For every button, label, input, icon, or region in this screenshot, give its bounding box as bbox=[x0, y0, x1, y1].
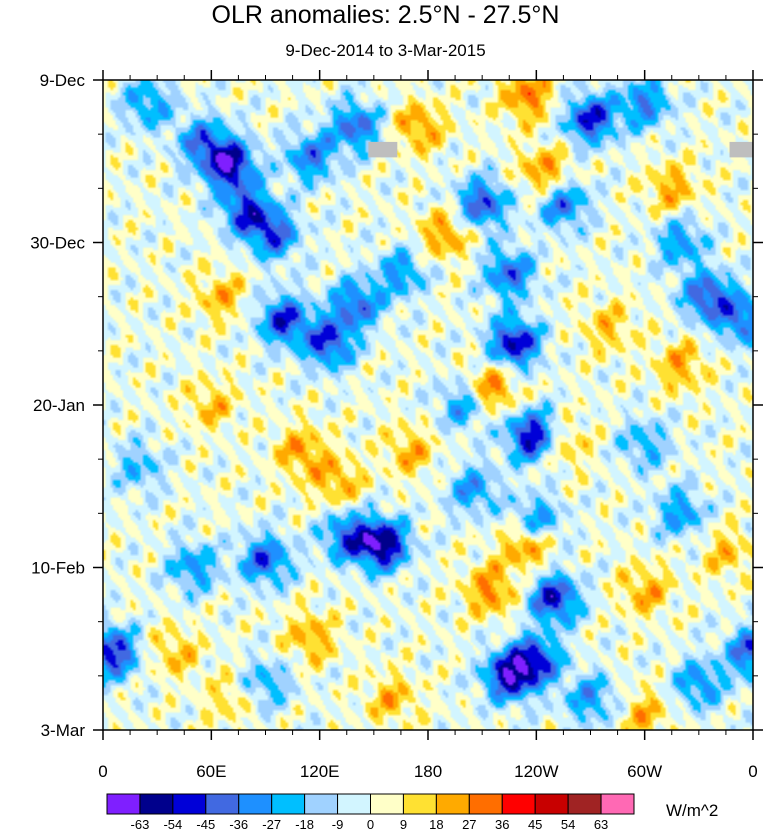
colorbar-swatch bbox=[567, 793, 602, 815]
colorbar-swatch bbox=[106, 793, 141, 815]
colorbar-tick-label: 9 bbox=[400, 817, 407, 830]
x-tick-label: 120E bbox=[300, 762, 340, 781]
colorbar-tick-label: 18 bbox=[429, 817, 443, 830]
colorbar-tick-label: -54 bbox=[163, 817, 182, 830]
chart-subtitle: 9-Dec-2014 to 3-Mar-2015 bbox=[285, 41, 486, 60]
colorbar-swatch bbox=[370, 793, 404, 815]
colorbar-swatch bbox=[600, 793, 635, 815]
heatmap-area bbox=[103, 80, 753, 730]
colorbar-swatch bbox=[304, 793, 339, 815]
x-tick-label: 0 bbox=[98, 762, 107, 781]
x-tick-label: 180 bbox=[414, 762, 442, 781]
colorbar-tick-label: 36 bbox=[495, 817, 509, 830]
missing-data-patch bbox=[368, 141, 398, 158]
colorbar-tick-label: 0 bbox=[367, 817, 374, 830]
colorbar-tick-label: 54 bbox=[561, 817, 575, 830]
colorbar-swatch bbox=[468, 793, 503, 815]
y-tick-label: 20-Jan bbox=[33, 396, 85, 415]
colorbar-tick-label: 63 bbox=[594, 817, 608, 830]
olr-anomaly-field bbox=[103, 80, 753, 730]
colorbar: -63 -54 -45 -36 -27 -18 -9 0 9 18 27 36 45 54 63 bbox=[106, 793, 635, 830]
y-tick-label: 10-Feb bbox=[31, 559, 85, 578]
colorbar-tick-label: -18 bbox=[295, 817, 314, 830]
y-tick-label: 30-Dec bbox=[30, 234, 85, 253]
colorbar-tick-label: -63 bbox=[131, 817, 150, 830]
colorbar-tick-label: -36 bbox=[229, 817, 248, 830]
missing-data-patch bbox=[729, 141, 753, 158]
colorbar-swatch bbox=[435, 793, 470, 815]
colorbar-tick-label: -45 bbox=[196, 817, 215, 830]
colorbar-swatch bbox=[271, 793, 306, 815]
colorbar-swatch bbox=[205, 793, 240, 815]
colorbar-swatch bbox=[534, 793, 569, 815]
colorbar-units: W/m^2 bbox=[666, 801, 718, 820]
colorbar-swatch bbox=[172, 793, 207, 815]
colorbar-swatch bbox=[238, 793, 273, 815]
colorbar-swatch bbox=[402, 793, 437, 815]
x-tick-label: 0 bbox=[748, 762, 757, 781]
x-tick-label: 60E bbox=[196, 762, 226, 781]
x-axis: 0 60E 120E 180 120W 60W 0 bbox=[98, 70, 758, 781]
x-tick-label: 120W bbox=[514, 762, 558, 781]
colorbar-swatch bbox=[139, 793, 174, 815]
y-axis: 9-Dec 30-Dec 20-Jan 10-Feb 3-Mar bbox=[30, 71, 763, 740]
missing-data-layer bbox=[368, 141, 753, 158]
y-tick-label: 3-Mar bbox=[41, 721, 86, 740]
y-tick-label: 9-Dec bbox=[40, 71, 86, 90]
chart-title: OLR anomalies: 2.5°N - 27.5°N bbox=[211, 1, 560, 29]
colorbar-tick-label: 27 bbox=[462, 817, 476, 830]
colorbar-swatch bbox=[501, 793, 536, 815]
x-tick-label: 60W bbox=[627, 762, 662, 781]
colorbar-tick-label: -27 bbox=[262, 817, 281, 830]
colorbar-tick-label: 45 bbox=[528, 817, 542, 830]
colorbar-swatch bbox=[337, 793, 371, 815]
colorbar-tick-label: -9 bbox=[332, 817, 344, 830]
